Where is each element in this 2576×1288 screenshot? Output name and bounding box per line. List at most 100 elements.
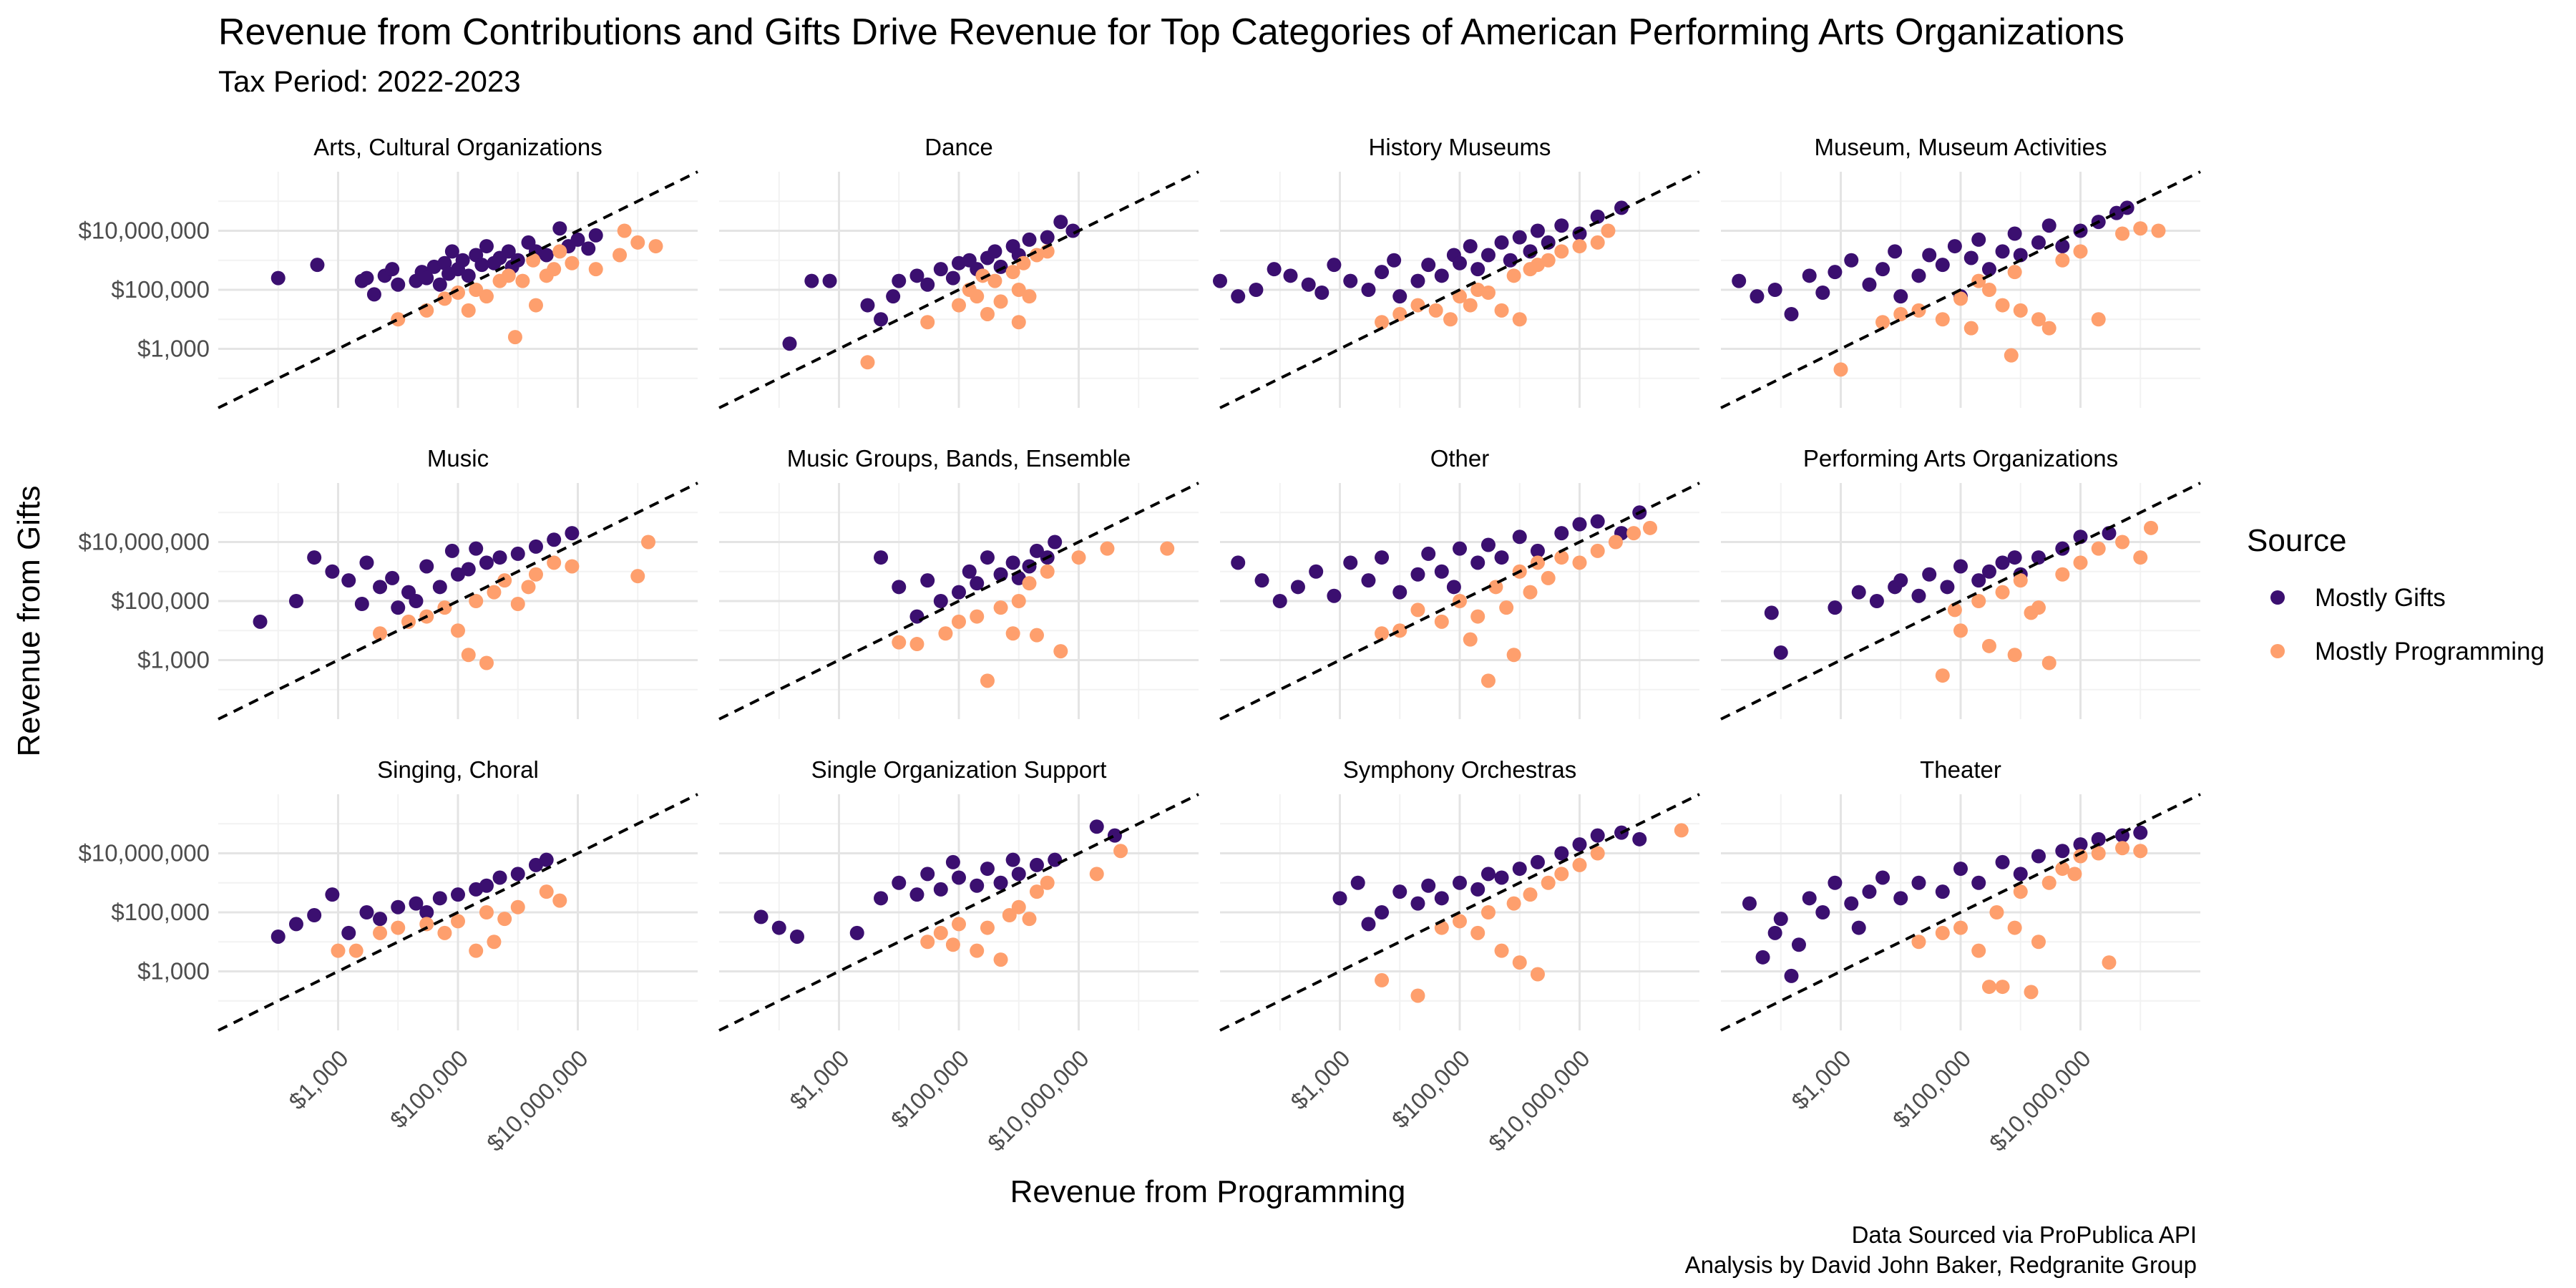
point-mostly-programming [1410, 298, 1425, 313]
point-mostly-gifts [920, 573, 935, 588]
point-mostly-programming [1572, 239, 1587, 254]
point-mostly-programming [1100, 541, 1115, 556]
point-mostly-programming [1410, 988, 1425, 1003]
point-mostly-programming [1392, 306, 1407, 321]
point-mostly-gifts [1862, 884, 1877, 899]
point-mostly-programming [1893, 306, 1908, 321]
point-mostly-gifts [1530, 223, 1545, 238]
point-mostly-gifts [987, 244, 1002, 259]
point-mostly-programming [1375, 972, 1390, 987]
point-mostly-programming [952, 614, 966, 629]
point-mostly-gifts [444, 543, 459, 558]
point-mostly-programming [1989, 905, 2004, 919]
point-mostly-gifts [1327, 258, 1342, 273]
y-tick-label: $100,000 [111, 587, 210, 614]
point-mostly-programming [2031, 312, 2046, 327]
point-mostly-programming [479, 905, 494, 919]
point-mostly-gifts [2055, 541, 2070, 556]
point-mostly-gifts [2007, 550, 2022, 565]
facet-label: Music Groups, Bands, Ensemble [787, 445, 1131, 472]
reference-line [718, 482, 1199, 721]
point-mostly-gifts [1470, 882, 1485, 897]
point-mostly-gifts [1953, 559, 1968, 574]
point-mostly-programming [479, 655, 494, 670]
point-mostly-programming [1530, 555, 1545, 570]
facet-label: History Museums [1369, 134, 1551, 160]
point-mostly-programming [1434, 614, 1449, 629]
point-mostly-gifts [1995, 244, 2010, 259]
point-mostly-gifts [1470, 262, 1485, 277]
point-mostly-gifts [1828, 875, 1843, 890]
x-tick-label: $100,000 [1888, 1045, 1976, 1133]
reference-line [1720, 793, 2201, 1032]
point-mostly-gifts [1971, 232, 1986, 247]
point-mostly-gifts [341, 573, 356, 588]
point-mostly-programming [565, 255, 580, 270]
point-mostly-programming [401, 614, 416, 629]
point-mostly-programming [980, 673, 995, 688]
point-mostly-programming [487, 935, 502, 950]
point-mostly-gifts [341, 925, 356, 940]
point-mostly-gifts [1828, 265, 1843, 280]
point-mostly-programming [1541, 253, 1556, 268]
point-mostly-gifts [993, 875, 1008, 890]
y-tick-label: $1,000 [137, 647, 210, 673]
point-mostly-gifts [933, 262, 948, 277]
point-mostly-programming [1011, 899, 1026, 914]
point-mostly-programming [975, 268, 990, 283]
point-mostly-gifts [1554, 218, 1569, 233]
point-mostly-programming [1626, 526, 1641, 541]
point-mostly-gifts [1361, 283, 1376, 297]
point-mostly-programming [1512, 955, 1527, 970]
point-mostly-gifts [366, 287, 381, 302]
point-mostly-gifts [492, 870, 507, 885]
point-mostly-gifts [1875, 262, 1890, 277]
point-mostly-programming [2007, 265, 2022, 280]
point-mostly-gifts [1249, 283, 1264, 297]
point-mostly-programming [1410, 602, 1425, 618]
point-mostly-gifts [1851, 920, 1866, 935]
point-mostly-gifts [385, 570, 400, 585]
point-mostly-programming [2013, 303, 2028, 318]
point-mostly-gifts [2041, 218, 2057, 233]
point-mostly-gifts [474, 258, 489, 273]
point-mostly-gifts [1862, 277, 1877, 292]
point-mostly-gifts [288, 917, 303, 932]
point-mostly-programming [1590, 543, 1605, 558]
point-mostly-gifts [789, 929, 804, 944]
point-mostly-gifts [2031, 849, 2046, 864]
point-mostly-gifts [1361, 917, 1376, 932]
point-mostly-programming [2041, 321, 2057, 336]
facet-label: Single Organization Support [811, 756, 1107, 783]
point-mostly-programming [547, 262, 562, 277]
point-mostly-programming [1554, 550, 1569, 565]
point-mostly-programming [980, 920, 995, 935]
point-mostly-programming [2133, 844, 2148, 859]
point-mostly-programming [1375, 315, 1390, 330]
point-mostly-gifts [1283, 268, 1298, 283]
point-mostly-programming [1971, 594, 1986, 608]
point-mostly-programming [487, 585, 502, 600]
point-mostly-gifts [2091, 831, 2106, 847]
point-mostly-gifts [528, 539, 543, 554]
panel-arts-cultural-organizations: Arts, Cultural Organizations $1,000 $100,0… [78, 134, 698, 409]
point-mostly-programming [526, 253, 541, 268]
point-mostly-gifts [1470, 555, 1485, 570]
point-mostly-programming [1572, 555, 1587, 570]
point-mostly-gifts [359, 555, 374, 570]
point-mostly-gifts [1410, 273, 1425, 288]
point-mostly-programming [640, 535, 655, 550]
point-mostly-programming [588, 262, 603, 277]
point-mostly-gifts [419, 559, 434, 574]
point-mostly-gifts [1512, 530, 1527, 545]
point-mostly-programming [2055, 567, 2070, 582]
point-mostly-gifts [1231, 289, 1246, 304]
point-mostly-gifts [1940, 580, 1955, 595]
point-mostly-gifts [2055, 844, 2070, 859]
point-mostly-gifts [909, 887, 924, 902]
point-mostly-gifts [1963, 250, 1979, 265]
point-mostly-programming [1480, 673, 1496, 688]
panel-history-museums: History Museums [1213, 134, 1700, 409]
point-mostly-gifts [492, 550, 507, 565]
reference-line [1720, 482, 2201, 721]
